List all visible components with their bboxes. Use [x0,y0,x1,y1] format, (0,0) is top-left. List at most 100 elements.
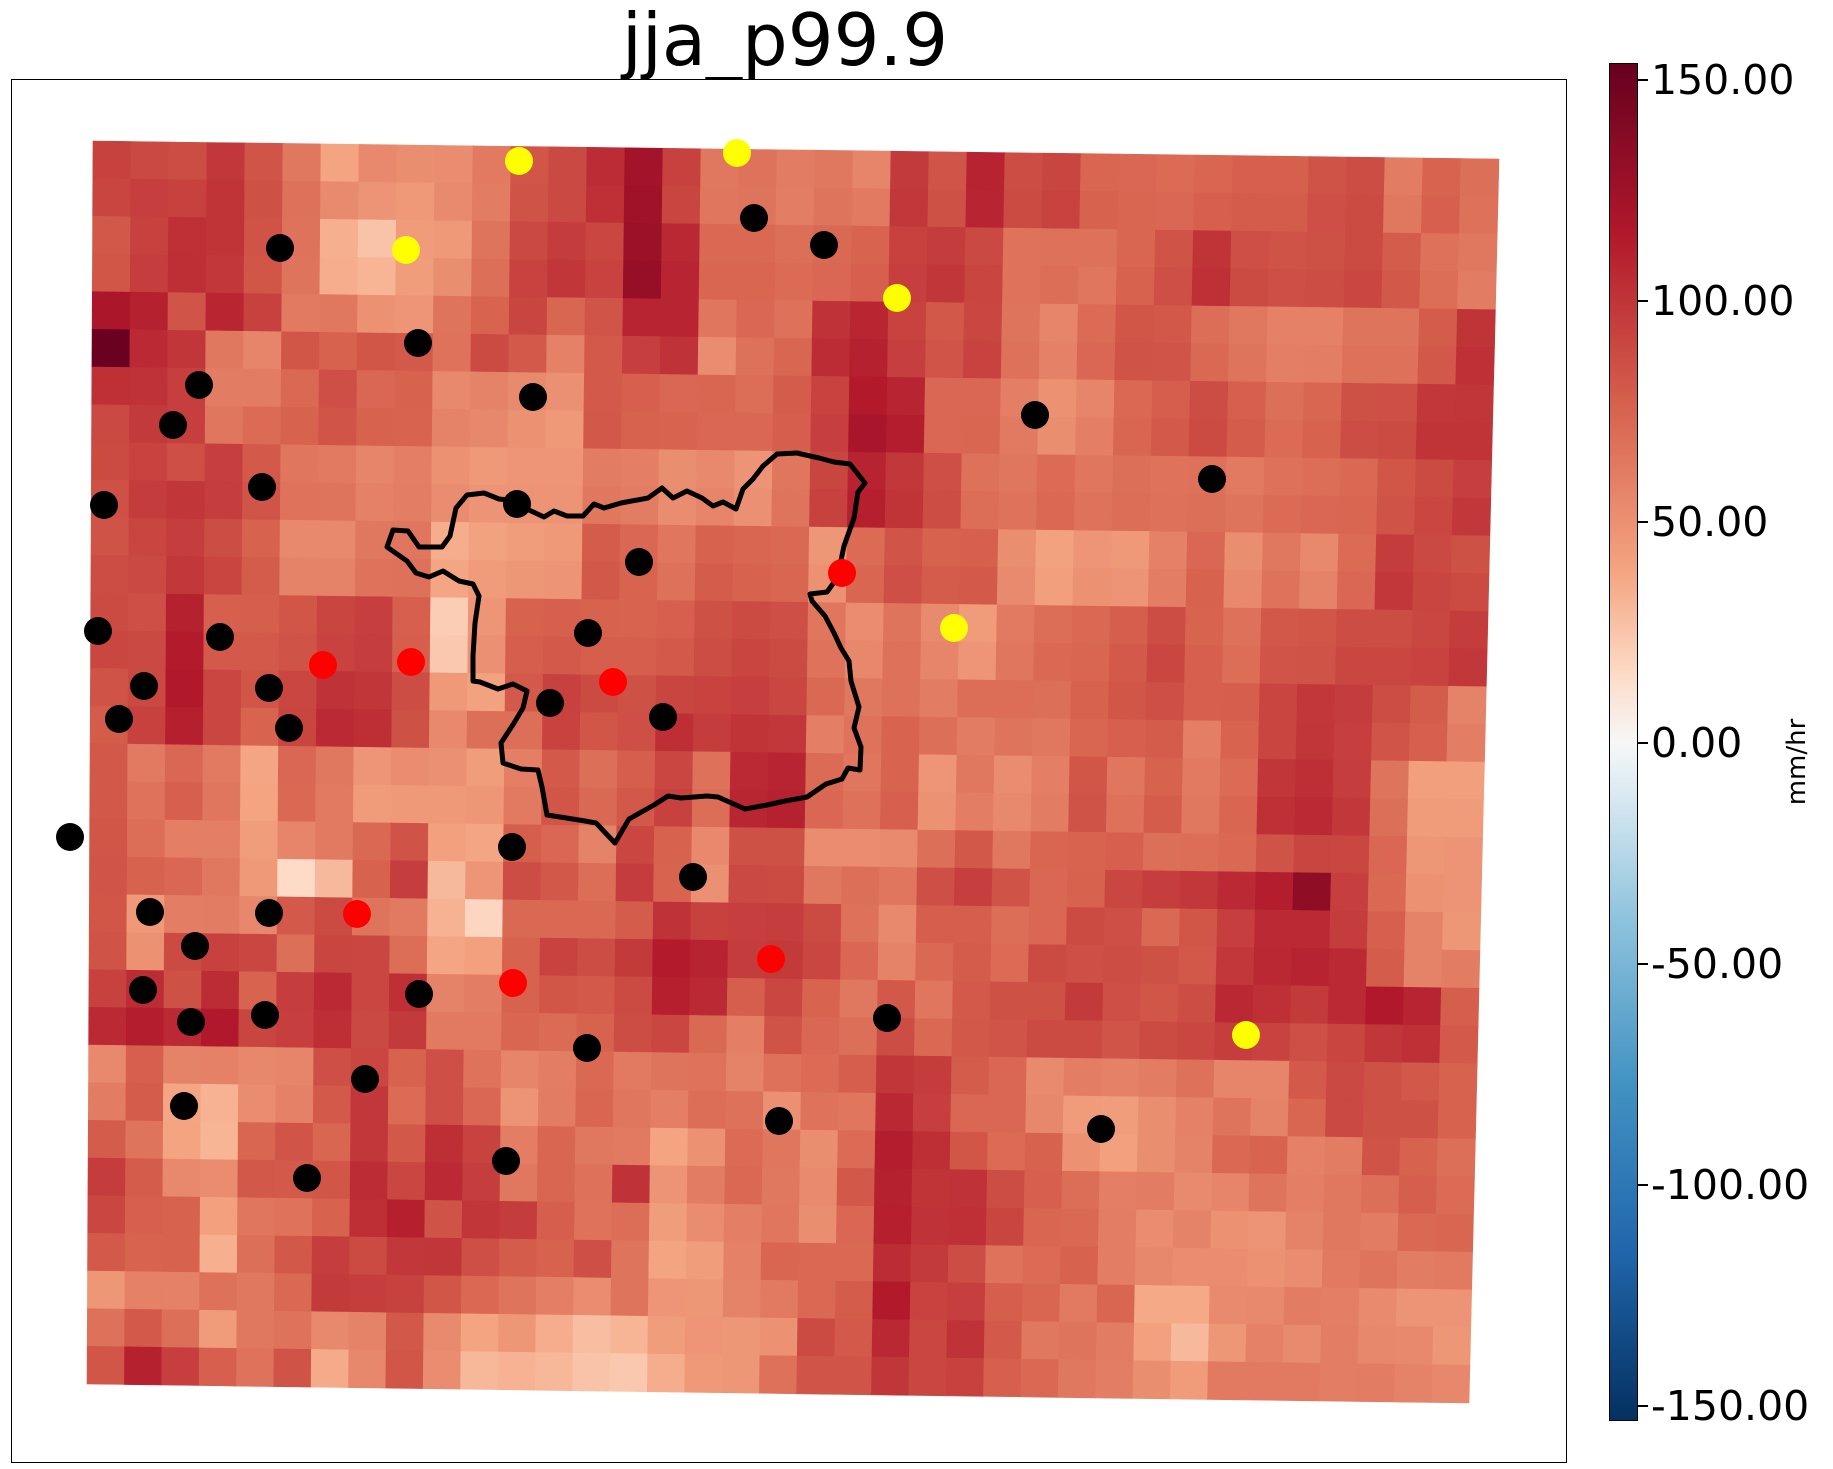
grid-cell [91,442,129,480]
grid-cell [886,453,925,491]
grid-cell [1117,230,1156,268]
grid-cell [1150,494,1189,532]
grid-cell [1212,1136,1250,1174]
grid-cell [1059,1322,1097,1360]
colorbar [1609,63,1638,1421]
grid-cell [802,1017,840,1055]
grid-cell [811,376,850,414]
grid-cell [470,372,508,410]
grid-cell [202,896,240,934]
grid-cell [125,1196,163,1234]
grid-cell [1340,421,1379,459]
grid-cell [279,596,317,634]
grid-cell [803,904,841,942]
grid-cell [995,718,1033,756]
grid-cell [93,216,131,254]
grid-cell [204,519,242,557]
grid-cell [1321,1288,1359,1326]
grid-cell [467,749,505,787]
grid-cell [164,971,202,1009]
grid-cell [1176,1060,1214,1098]
grid-cell [797,1318,835,1356]
grid-cell [1223,608,1262,646]
grid-cell [353,785,391,823]
grid-cell [887,377,926,415]
grid-cell [243,369,281,407]
grid-cell [315,822,353,860]
grid-cell [763,1130,801,1168]
grid-cell [880,792,918,830]
grid-cell [278,746,316,784]
grid-cell [390,898,428,936]
grid-cell [91,555,129,593]
grid-cell [238,1085,276,1123]
grid-cell [1071,681,1109,719]
grid-cell [573,1353,611,1391]
grid-cell [424,1313,462,1351]
grid-cell [543,637,581,675]
grid-cell [425,1163,463,1201]
grid-cell [1062,1171,1100,1209]
grid-cell [1454,422,1493,460]
grid-cell [1103,946,1141,984]
grid-cell [1034,605,1073,643]
grid-cell [573,1315,611,1353]
grid-cell [951,1094,989,1132]
grid-cell [914,1056,952,1094]
grid-cell [547,260,585,298]
grid-cell [1179,947,1217,985]
grid-cell [662,186,701,224]
grid-cell [1065,983,1103,1021]
grid-cell [427,937,465,975]
grid-cell [986,1208,1024,1246]
grid-cell [1145,758,1183,796]
grid-cell [1380,346,1419,384]
grid-cell [657,600,695,638]
colorbar-tick [1638,1184,1648,1186]
grid-cell [166,632,204,670]
grid-cell [959,567,997,605]
grid-cell [431,484,469,522]
grid-cell [1182,758,1221,796]
grid-cell [92,367,130,405]
grid-cell [731,677,769,715]
grid-cell [431,560,469,598]
grid-cell [1142,871,1180,909]
grid-cell [280,558,318,596]
grid-cell [426,1087,464,1125]
grid-cell [1460,159,1499,197]
grid-cell [648,1316,686,1354]
grid-cell [616,864,654,902]
grid-cell [1137,1135,1175,1173]
grid-cell [874,1169,912,1207]
grid-cell [1249,1174,1287,1212]
grid-cell [356,484,394,522]
grid-cell [243,407,281,445]
grid-cell [695,563,733,601]
grid-cell [1143,833,1181,871]
grid-cell [1253,985,1291,1023]
grid-cell [127,782,165,820]
grid-cell [1440,1026,1478,1064]
grid-cell [312,1274,350,1312]
grid-cell [1362,1138,1400,1176]
grid-cell [89,970,127,1008]
grid-cell [686,1242,724,1280]
grid-cell [1107,757,1145,795]
grid-cell [575,1165,613,1203]
grid-cell [1058,1360,1096,1398]
grid-cell [87,1346,125,1384]
grid-cell [1401,1063,1439,1101]
grid-cell [585,298,623,336]
grid-cell [882,717,920,755]
grid-cell [206,218,244,256]
grid-cell [912,1132,950,1170]
grid-cell [1290,1024,1328,1062]
grid-cell [694,639,732,677]
grid-cell [800,1168,838,1206]
grid-cell [1030,869,1068,907]
grid-cell [728,903,766,941]
station-marker-black [519,383,547,411]
grid-cell [1246,1325,1284,1363]
grid-cell [1307,232,1346,270]
